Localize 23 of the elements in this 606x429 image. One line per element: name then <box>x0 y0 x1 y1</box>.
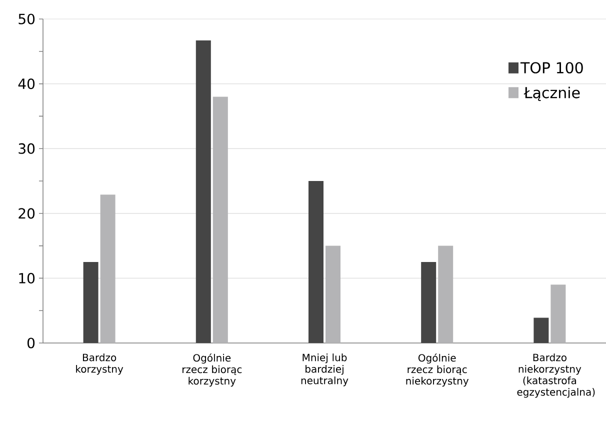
y-tick-label: 30 <box>18 143 35 154</box>
x-tick-label: Bardzo niekorzystny (katastrofa egzystencjalna) <box>517 354 595 398</box>
bar <box>534 318 549 343</box>
x-tick-label: Ogólnie rzecz biorąc niekorzystny <box>406 354 469 387</box>
y-tick-label: 20 <box>18 208 35 219</box>
x-tick-label: Mniej lub bardziej neutralny <box>301 354 348 386</box>
legend-label: Łącznie <box>524 86 580 101</box>
bar <box>438 246 454 343</box>
x-tick-label: Ogólnie rzecz biorąc korzystny <box>182 354 242 387</box>
bar <box>421 262 436 343</box>
bar <box>83 262 98 343</box>
x-tick-label: Bardzo korzystny <box>76 354 124 375</box>
bar <box>326 246 340 343</box>
bar <box>212 96 228 343</box>
y-tick-label: 10 <box>19 272 35 284</box>
bar <box>196 40 211 343</box>
legend-label: TOP 100 <box>520 62 583 74</box>
bar <box>308 180 324 343</box>
y-tick-label: 50 <box>18 14 35 24</box>
bar <box>100 194 116 343</box>
bar <box>550 284 566 343</box>
y-tick-label: 0 <box>27 338 35 348</box>
y-tick-label: 40 <box>18 78 35 90</box>
